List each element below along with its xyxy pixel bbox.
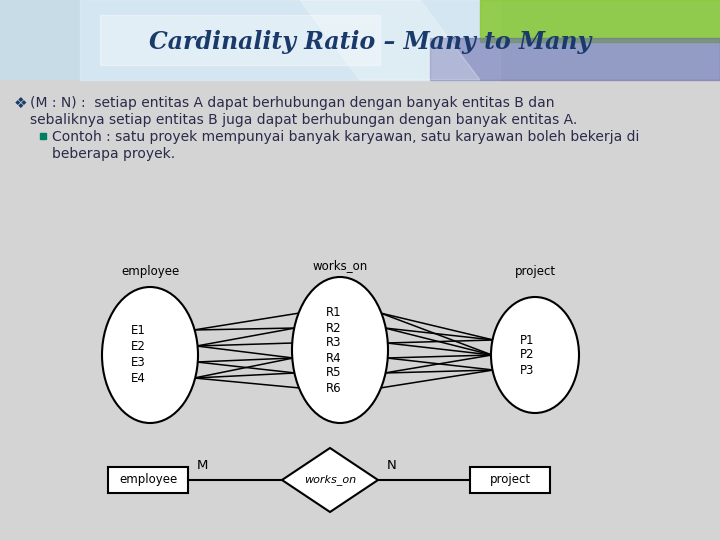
- Ellipse shape: [292, 277, 388, 423]
- Text: works_on: works_on: [304, 475, 356, 485]
- Ellipse shape: [491, 297, 579, 413]
- Text: works_on: works_on: [312, 259, 368, 272]
- Text: P2: P2: [520, 348, 534, 361]
- Text: Cardinality Ratio – Many to Many: Cardinality Ratio – Many to Many: [149, 30, 591, 54]
- Ellipse shape: [102, 287, 198, 423]
- Text: (M : N) :  setiap entitas A dapat berhubungan dengan banyak entitas B dan: (M : N) : setiap entitas A dapat berhubu…: [30, 96, 554, 110]
- Text: beberapa proyek.: beberapa proyek.: [52, 147, 175, 161]
- Bar: [480, 0, 720, 42]
- Bar: [0, 0, 720, 80]
- Text: R5: R5: [326, 367, 342, 380]
- Text: project: project: [514, 265, 556, 278]
- Text: R6: R6: [326, 381, 342, 395]
- Text: E1: E1: [130, 323, 145, 336]
- Bar: [470, 467, 550, 493]
- Bar: [80, 0, 500, 80]
- Text: E3: E3: [130, 355, 145, 368]
- Text: M: M: [197, 459, 207, 472]
- Bar: [108, 467, 188, 493]
- Text: E4: E4: [130, 372, 145, 384]
- Text: R4: R4: [326, 352, 342, 365]
- Bar: [100, 15, 380, 65]
- Text: E2: E2: [130, 340, 145, 353]
- Polygon shape: [282, 448, 378, 512]
- Bar: [0, 80, 720, 540]
- Bar: [430, 38, 720, 80]
- Text: sebaliknya setiap entitas B juga dapat berhubungan dengan banyak entitas A.: sebaliknya setiap entitas B juga dapat b…: [30, 113, 577, 127]
- Text: employee: employee: [121, 265, 179, 278]
- Text: P1: P1: [520, 334, 534, 347]
- Polygon shape: [300, 0, 480, 80]
- Text: P3: P3: [520, 363, 534, 376]
- Text: R3: R3: [326, 336, 342, 349]
- Text: R1: R1: [326, 307, 342, 320]
- Text: employee: employee: [119, 474, 177, 487]
- Bar: [40, 133, 46, 139]
- Text: N: N: [387, 459, 397, 472]
- Text: ❖: ❖: [14, 96, 27, 111]
- Text: project: project: [490, 474, 531, 487]
- Text: Contoh : satu proyek mempunyai banyak karyawan, satu karyawan boleh bekerja di: Contoh : satu proyek mempunyai banyak ka…: [52, 130, 639, 144]
- Text: R2: R2: [326, 321, 342, 334]
